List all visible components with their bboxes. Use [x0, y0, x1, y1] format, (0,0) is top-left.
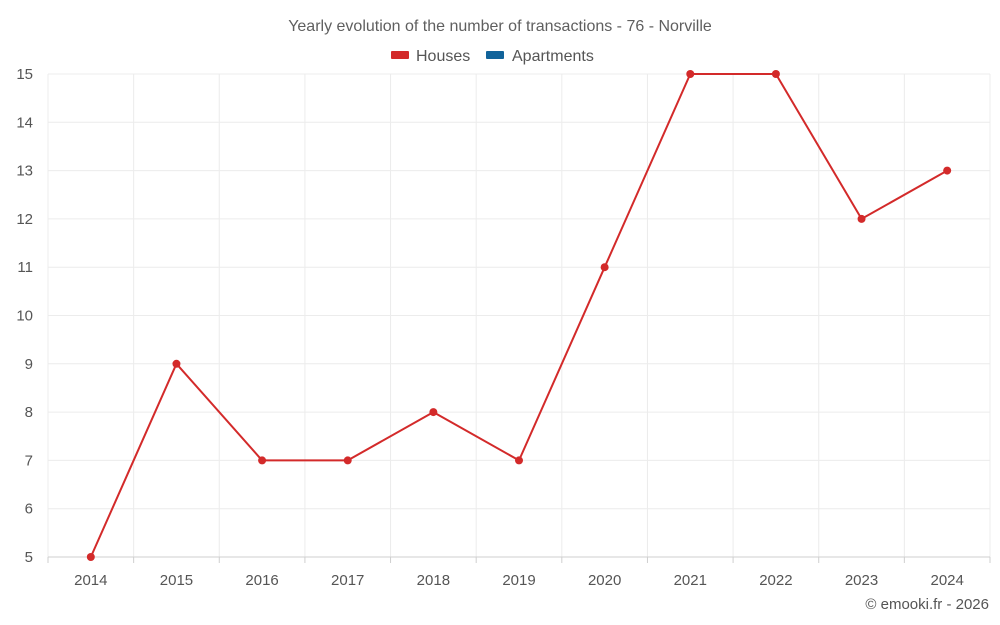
data-point[interactable]: [258, 456, 267, 465]
x-tick-label: 2015: [160, 572, 193, 589]
data-point[interactable]: [943, 166, 952, 175]
y-tick-label: 5: [25, 549, 33, 566]
legend-swatch-houses: [391, 51, 409, 59]
y-tick-label: 11: [17, 259, 33, 276]
y-axis-ticks: 5 6 7 8 9 10 11 12 13 14 15: [16, 66, 33, 566]
x-tick-label: 2014: [74, 572, 107, 589]
data-point[interactable]: [515, 456, 523, 465]
x-tick-label: 2021: [674, 572, 707, 589]
y-tick-label: 10: [16, 308, 33, 325]
x-tick-label: 2017: [331, 572, 364, 589]
x-axis-ticks: 2014 2015 2016 2017 2018 2019 2020 2021 2022 2023…: [74, 572, 964, 589]
axes: [47, 556, 991, 563]
y-tick-label: 9: [25, 356, 33, 373]
data-point[interactable]: [771, 70, 780, 78]
credit-text: © emooki.fr - 2026: [865, 596, 989, 613]
legend-item-apartments[interactable]: Apartments: [486, 48, 594, 65]
legend-label-houses: Houses: [416, 48, 470, 65]
x-tick-label: 2024: [930, 572, 963, 589]
x-tick-label: 2022: [759, 572, 792, 589]
legend-swatch-apartments: [486, 51, 504, 59]
y-tick-label: 8: [25, 404, 33, 421]
y-tick-label: 7: [25, 452, 33, 469]
data-point[interactable]: [343, 456, 352, 465]
legend-item-houses[interactable]: Houses: [391, 48, 470, 65]
x-tick-label: 2023: [845, 572, 878, 589]
data-point[interactable]: [429, 408, 438, 417]
data-point[interactable]: [600, 263, 609, 272]
y-tick-label: 15: [16, 66, 33, 83]
series-houses: [86, 70, 952, 561]
data-point[interactable]: [857, 214, 866, 223]
y-tick-label: 6: [25, 501, 33, 518]
y-tick-label: 14: [16, 114, 33, 131]
x-tick-label: 2016: [245, 572, 278, 589]
x-tick-label: 2018: [417, 572, 450, 589]
legend: Houses Apartments: [391, 48, 594, 65]
chart-title: Yearly evolution of the number of transa…: [288, 18, 712, 35]
data-point[interactable]: [686, 70, 695, 78]
x-tick-label: 2020: [588, 572, 621, 589]
grid: [47, 73, 991, 557]
data-point[interactable]: [172, 359, 181, 368]
data-point[interactable]: [86, 553, 95, 561]
y-tick-label: 12: [16, 211, 33, 228]
legend-label-apartments: Apartments: [512, 48, 594, 65]
x-tick-label: 2019: [502, 572, 535, 589]
y-tick-label: 13: [16, 163, 33, 180]
